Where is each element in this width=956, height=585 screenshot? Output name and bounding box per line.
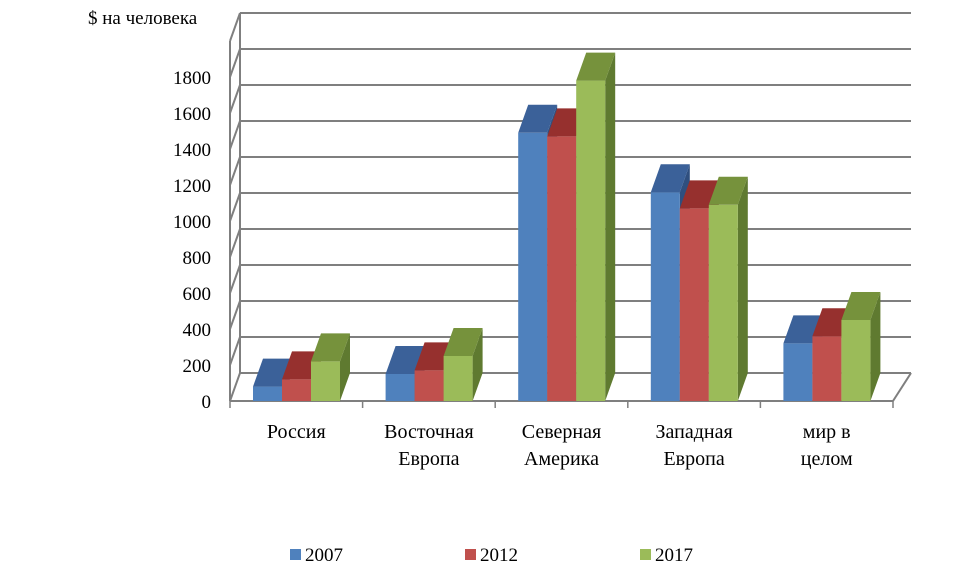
gridline-depth bbox=[229, 336, 241, 366]
bar-top bbox=[650, 164, 690, 193]
bar-front bbox=[443, 356, 473, 401]
y-axis-unit-label: $ на человека bbox=[88, 8, 198, 29]
bar bbox=[385, 346, 425, 401]
y-tick-label: 1200 bbox=[173, 176, 211, 197]
gridline-depth bbox=[229, 120, 241, 150]
bar-front bbox=[576, 80, 606, 401]
bar-top bbox=[311, 333, 350, 362]
y-tick-label: 600 bbox=[183, 284, 212, 305]
bar bbox=[311, 333, 350, 401]
y-tick-label: 0 bbox=[202, 392, 212, 413]
legend-label: 2007 bbox=[305, 545, 343, 566]
y-tick-label: 400 bbox=[183, 320, 212, 341]
x-tick-label: целом bbox=[801, 448, 853, 470]
category-labels: Россия Восточная Европа Северная Америка Запа… bbox=[267, 421, 853, 470]
bar-top bbox=[708, 176, 748, 205]
x-tick-label: Восточная bbox=[384, 421, 474, 443]
floor-edge bbox=[892, 372, 912, 402]
bars bbox=[253, 52, 881, 402]
gridline-depth bbox=[229, 84, 241, 114]
x-tick-label: Европа bbox=[663, 448, 724, 470]
y-axis-ticks: 0 200 400 600 800 1000 1200 1400 1600 1800 bbox=[173, 68, 211, 413]
legend-label: 2012 bbox=[480, 545, 518, 566]
bar-side bbox=[340, 333, 350, 401]
bar bbox=[576, 52, 616, 401]
legend-swatch bbox=[465, 549, 476, 560]
legend: 2007 2012 2017 bbox=[290, 545, 693, 566]
legend-swatch bbox=[640, 549, 651, 560]
legend-item: 2017 bbox=[640, 545, 693, 566]
bar-side bbox=[605, 52, 616, 401]
gridline-depth bbox=[229, 264, 241, 294]
bar-top bbox=[576, 52, 616, 81]
bar-front bbox=[708, 204, 738, 401]
bar-top bbox=[841, 292, 881, 320]
bar-top bbox=[518, 104, 558, 133]
gridline-depth bbox=[229, 12, 241, 42]
gridline-depth bbox=[229, 300, 241, 330]
gridline-depth bbox=[229, 372, 241, 402]
gridline-depth bbox=[229, 48, 241, 78]
x-tick-label: Северная bbox=[522, 421, 601, 443]
bar-front bbox=[679, 208, 709, 401]
bar-front bbox=[812, 336, 842, 401]
y-tick-label: 1800 bbox=[173, 68, 211, 89]
bar-front bbox=[385, 374, 415, 401]
bar-top bbox=[679, 180, 719, 209]
y-tick-label: 200 bbox=[183, 356, 212, 377]
bar-top bbox=[443, 328, 483, 356]
gridline-depth bbox=[229, 192, 241, 222]
x-tick-label: Европа bbox=[398, 448, 459, 470]
x-tick-label: Америка bbox=[524, 448, 599, 470]
legend-item: 2012 bbox=[465, 545, 518, 566]
y-tick-label: 1400 bbox=[173, 140, 211, 161]
y-tick-label: 1000 bbox=[173, 212, 211, 233]
x-tick-label: мир в bbox=[803, 421, 851, 443]
bar-side bbox=[472, 328, 483, 401]
legend-item: 2007 bbox=[290, 545, 343, 566]
x-tick-label: Западная bbox=[656, 421, 733, 443]
legend-swatch bbox=[290, 549, 301, 560]
bar-front bbox=[414, 370, 444, 401]
bar-front bbox=[650, 192, 680, 401]
y-tick-label: 800 bbox=[183, 248, 212, 269]
gridline-depth bbox=[229, 156, 241, 186]
x-tick-label: Россия bbox=[267, 421, 326, 443]
bar-front bbox=[783, 343, 813, 401]
bar-top bbox=[385, 346, 425, 374]
bar-side bbox=[737, 176, 748, 401]
bar-front bbox=[253, 386, 282, 401]
legend-label: 2017 bbox=[655, 545, 693, 566]
bar-front bbox=[547, 136, 577, 401]
bar-side bbox=[870, 292, 881, 401]
bar bbox=[708, 176, 748, 401]
bar bbox=[443, 328, 483, 401]
bar bbox=[841, 292, 881, 401]
gridline-depth bbox=[229, 228, 241, 258]
bar-front bbox=[311, 361, 340, 401]
bar-front bbox=[518, 132, 548, 402]
bar-front bbox=[282, 379, 311, 401]
y-tick-label: 1600 bbox=[173, 104, 211, 125]
bar-front bbox=[841, 320, 871, 401]
